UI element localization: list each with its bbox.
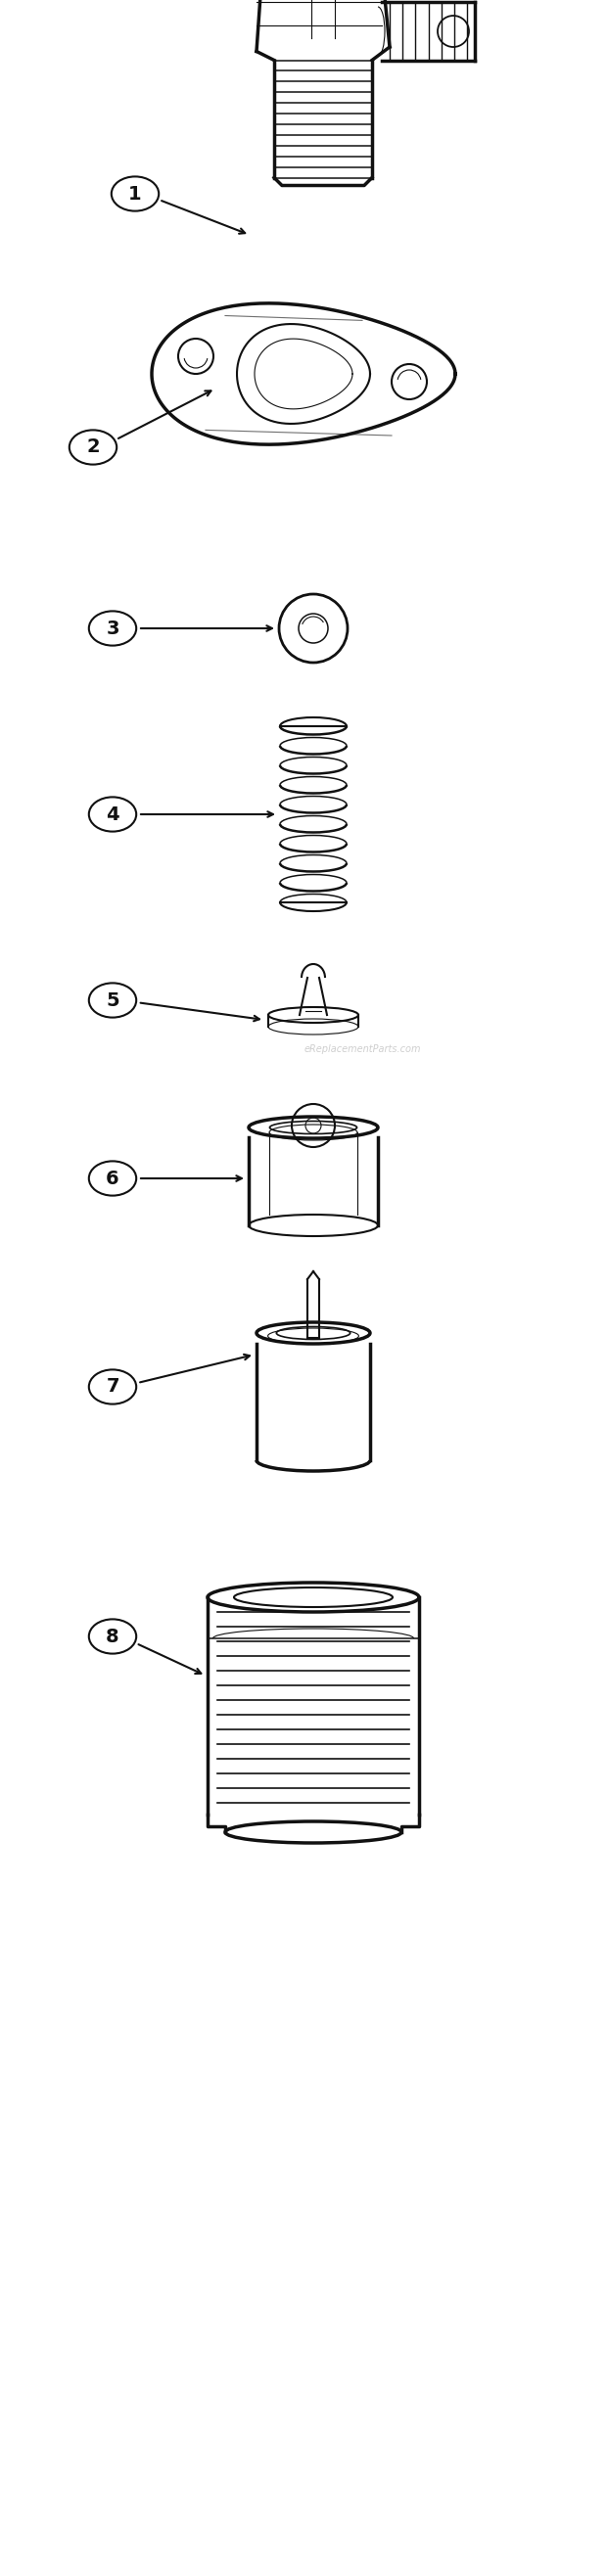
Ellipse shape	[89, 984, 137, 1018]
Ellipse shape	[89, 611, 137, 647]
Ellipse shape	[89, 796, 137, 832]
Ellipse shape	[112, 178, 159, 211]
Text: 8: 8	[106, 1628, 119, 1646]
Ellipse shape	[89, 1370, 137, 1404]
Ellipse shape	[69, 430, 117, 464]
Ellipse shape	[89, 1620, 137, 1654]
Text: 2: 2	[86, 438, 100, 456]
Ellipse shape	[89, 1162, 137, 1195]
Text: 7: 7	[106, 1378, 119, 1396]
Text: eReplacementParts.com: eReplacementParts.com	[304, 1043, 421, 1054]
Text: 3: 3	[106, 618, 119, 639]
Text: 5: 5	[106, 992, 119, 1010]
Text: 4: 4	[106, 804, 119, 824]
Text: 6: 6	[106, 1170, 119, 1188]
Text: 1: 1	[129, 185, 142, 204]
